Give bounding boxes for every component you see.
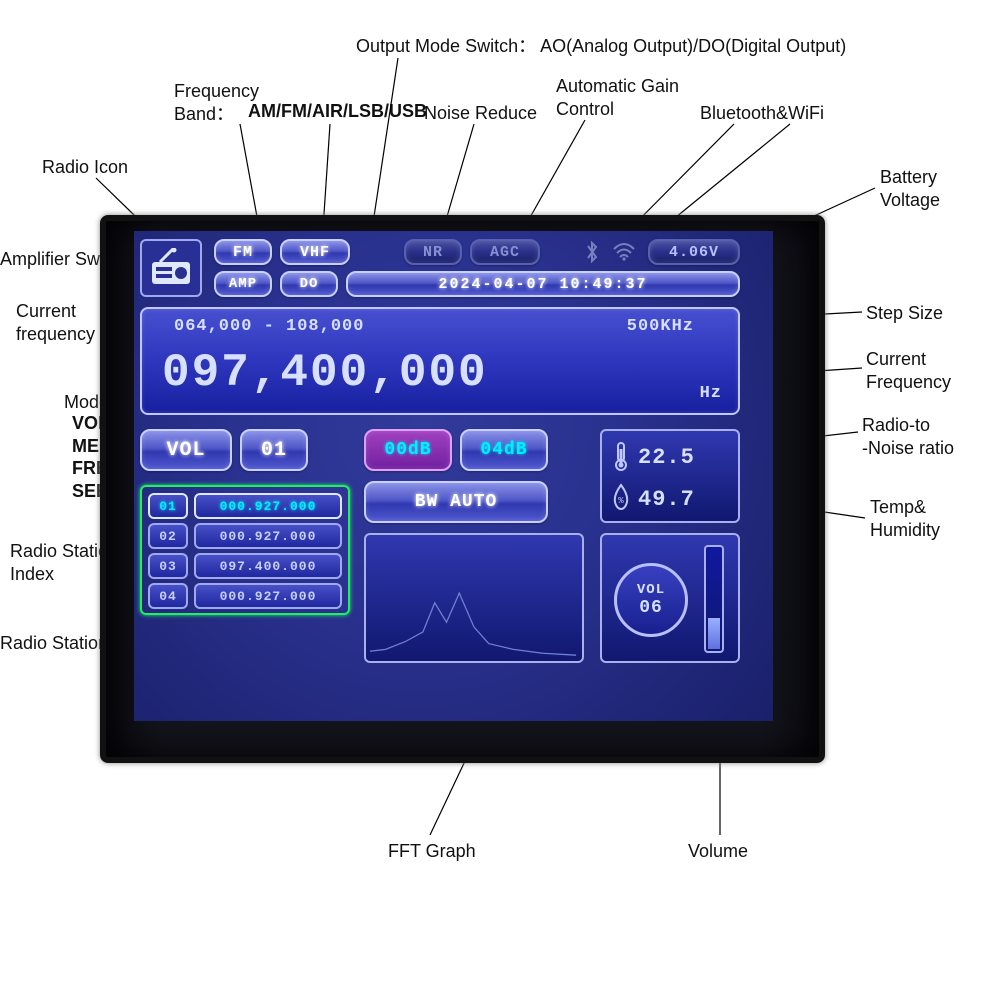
volume-panel: VOL 06 bbox=[600, 533, 740, 663]
station-freq-cell[interactable]: 000.927.000 bbox=[194, 493, 342, 519]
freq-range-display: 064,000 - 108,000 bbox=[174, 317, 364, 336]
humidity-value: 49.7 bbox=[638, 487, 695, 512]
battery-voltage-display: 4.06V bbox=[648, 239, 740, 265]
lcd-screen: FM VHF NR AGC 4.06V AMP DO 2024-04-07 10… bbox=[134, 231, 773, 721]
freq-unit: Hz bbox=[700, 384, 722, 403]
volume-value: 06 bbox=[639, 598, 663, 618]
label-step-size: Step Size bbox=[866, 302, 943, 325]
bandwidth-button[interactable]: BW AUTO bbox=[364, 481, 548, 523]
station-row[interactable]: 02000.927.000 bbox=[148, 523, 342, 549]
band-vhf-button[interactable]: VHF bbox=[280, 239, 350, 265]
label-frequency-band-values: AM/FM/AIR/LSB/USB bbox=[248, 100, 427, 123]
label-frequency-band: Frequency Band： bbox=[174, 80, 259, 125]
station-freq-cell[interactable]: 097.400.000 bbox=[194, 553, 342, 579]
station-index-cell[interactable]: 02 bbox=[148, 523, 188, 549]
label-bt-wifi: Bluetooth&WiFi bbox=[700, 102, 824, 125]
label-fft: FFT Graph bbox=[388, 840, 476, 863]
volume-label: VOL bbox=[637, 582, 665, 598]
radio-icon bbox=[140, 239, 202, 297]
datetime-display: 2024-04-07 10:49:37 bbox=[346, 271, 740, 297]
band-fm-button[interactable]: FM bbox=[214, 239, 272, 265]
station-list-panel: 01000.927.00002000.927.00003097.400.0000… bbox=[140, 485, 350, 615]
fft-graph-panel bbox=[364, 533, 584, 663]
label-volume: Volume bbox=[688, 840, 748, 863]
label-temp-hum: Temp& Humidity bbox=[870, 496, 940, 541]
amp-button[interactable]: AMP bbox=[214, 271, 272, 297]
station-index-cell[interactable]: 01 bbox=[148, 493, 188, 519]
rssi-display: 00dB bbox=[364, 429, 452, 471]
volume-knob[interactable]: VOL 06 bbox=[614, 563, 688, 637]
label-snr: Radio-to -Noise ratio bbox=[862, 414, 954, 459]
agc-button[interactable]: AGC bbox=[470, 239, 540, 265]
temperature-value: 22.5 bbox=[638, 445, 695, 470]
thermometer-icon bbox=[610, 441, 632, 476]
label-noise-reduce: Noise Reduce bbox=[424, 102, 537, 125]
station-index-cell[interactable]: 03 bbox=[148, 553, 188, 579]
frequency-panel: 064,000 - 108,000 500KHz 097,400,000 Hz bbox=[140, 307, 740, 415]
label-output-mode-switch: Output Mode Switch： AO(Analog Output)/DO… bbox=[356, 35, 846, 58]
mode-button[interactable]: VOL bbox=[140, 429, 232, 471]
snr-display: 04dB bbox=[460, 429, 548, 471]
station-freq-cell[interactable]: 000.927.000 bbox=[194, 583, 342, 609]
station-index-display[interactable]: 01 bbox=[240, 429, 308, 471]
temp-humidity-panel: 22.5 % 49.7 bbox=[600, 429, 740, 523]
bluetooth-icon bbox=[584, 241, 600, 270]
volume-bar bbox=[704, 545, 724, 653]
device-frame: FM VHF NR AGC 4.06V AMP DO 2024-04-07 10… bbox=[100, 215, 825, 763]
station-row[interactable]: 01000.927.000 bbox=[148, 493, 342, 519]
svg-text:%: % bbox=[618, 496, 624, 506]
station-row[interactable]: 03097.400.000 bbox=[148, 553, 342, 579]
wifi-icon bbox=[612, 241, 636, 266]
nr-button[interactable]: NR bbox=[404, 239, 462, 265]
current-frequency-display: 097,400,000 bbox=[162, 347, 488, 399]
station-freq-cell[interactable]: 000.927.000 bbox=[194, 523, 342, 549]
label-cur-freq: Current Frequency bbox=[866, 348, 951, 393]
humidity-icon: % bbox=[610, 483, 632, 516]
label-agc: Automatic Gain Control bbox=[556, 75, 679, 120]
step-size-display: 500KHz bbox=[627, 317, 694, 336]
station-index-cell[interactable]: 04 bbox=[148, 583, 188, 609]
label-radio-icon: Radio Icon bbox=[42, 156, 128, 179]
output-mode-button[interactable]: DO bbox=[280, 271, 338, 297]
station-row[interactable]: 04000.927.000 bbox=[148, 583, 342, 609]
label-battery-voltage: Battery Voltage bbox=[880, 166, 940, 211]
